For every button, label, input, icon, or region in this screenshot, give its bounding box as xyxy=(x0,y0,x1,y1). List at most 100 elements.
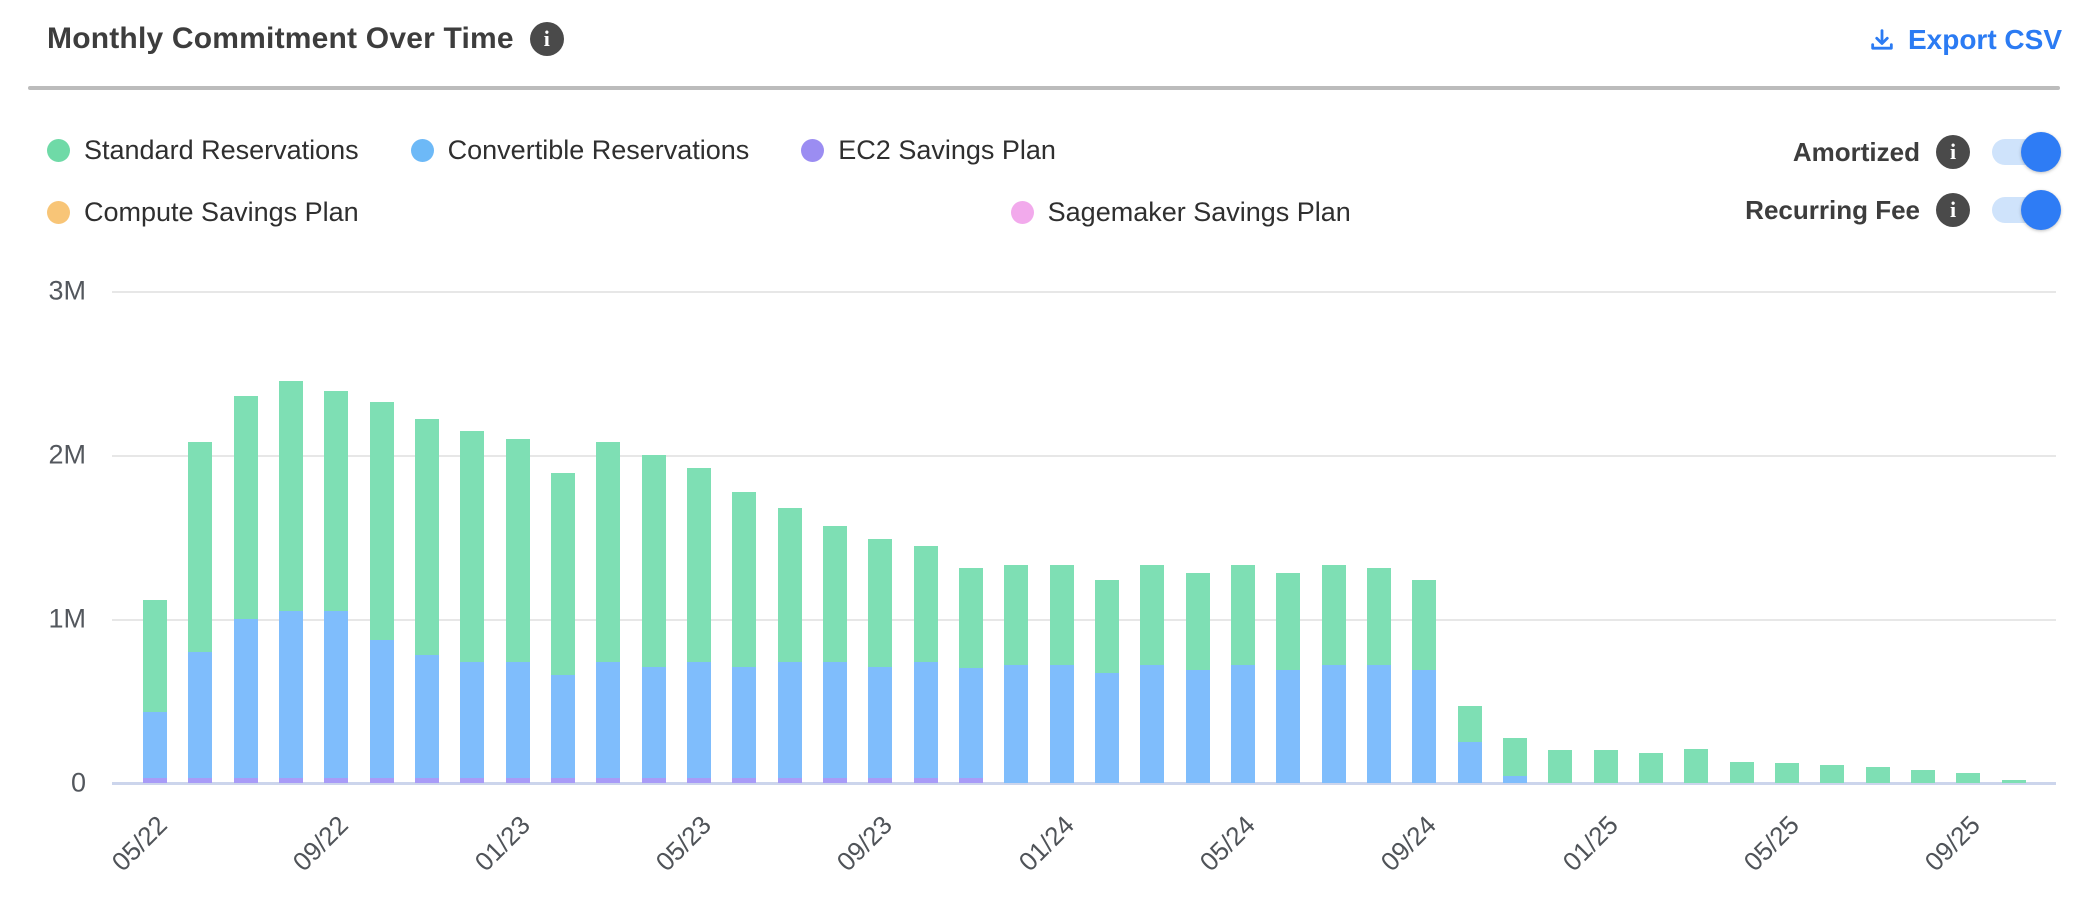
bar-07/23-ec2-savings-plan[interactable] xyxy=(778,778,802,783)
bar-08/22-standard-reservations[interactable] xyxy=(279,381,303,611)
bar-08/24-convertible-reservations[interactable] xyxy=(1367,665,1391,783)
bar-09/22-convertible-reservations[interactable] xyxy=(324,611,348,778)
bar-01/25-standard-reservations[interactable] xyxy=(1594,750,1618,783)
bar-09/24-standard-reservations[interactable] xyxy=(1412,580,1436,670)
bar-07/22-ec2-savings-plan[interactable] xyxy=(234,778,258,783)
bar-05/22-convertible-reservations[interactable] xyxy=(143,712,167,778)
bar-02/24-convertible-reservations[interactable] xyxy=(1095,673,1119,783)
bar-03/23-ec2-savings-plan[interactable] xyxy=(596,778,620,783)
bar-07/25-standard-reservations[interactable] xyxy=(1866,767,1890,783)
legend-item-sagemaker-savings-plan[interactable]: Sagemaker Savings Plan xyxy=(1010,190,1351,234)
title-info-icon[interactable]: i xyxy=(529,22,564,56)
bar-08/24-standard-reservations[interactable] xyxy=(1367,568,1391,665)
bar-10/25-standard-reservations[interactable] xyxy=(2002,780,2026,783)
bar-05/23-standard-reservations[interactable] xyxy=(687,468,711,662)
bar-10/24-standard-reservations[interactable] xyxy=(1458,706,1482,742)
bar-05/22-standard-reservations[interactable] xyxy=(143,600,167,712)
bar-02/23-standard-reservations[interactable] xyxy=(551,473,575,675)
bar-07/22-standard-reservations[interactable] xyxy=(234,396,258,619)
bar-05/24-convertible-reservations[interactable] xyxy=(1231,665,1255,783)
bar-06/23-convertible-reservations[interactable] xyxy=(732,666,756,778)
bar-09/23-convertible-reservations[interactable] xyxy=(868,666,892,778)
bar-05/24-standard-reservations[interactable] xyxy=(1231,565,1255,665)
bar-06/23-standard-reservations[interactable] xyxy=(732,492,756,667)
bar-05/23-convertible-reservations[interactable] xyxy=(687,662,711,778)
bar-05/22-ec2-savings-plan[interactable] xyxy=(143,778,167,783)
bar-07/23-standard-reservations[interactable] xyxy=(778,508,802,662)
bar-11/22-convertible-reservations[interactable] xyxy=(415,655,439,778)
bar-05/25-standard-reservations[interactable] xyxy=(1775,763,1799,783)
bar-12/22-standard-reservations[interactable] xyxy=(460,431,484,662)
bar-09/25-standard-reservations[interactable] xyxy=(1956,773,1980,783)
bar-01/23-convertible-reservations[interactable] xyxy=(506,662,530,778)
bar-10/22-ec2-savings-plan[interactable] xyxy=(370,778,394,783)
amortized-toggle[interactable] xyxy=(1992,132,2061,172)
bar-07/22-convertible-reservations[interactable] xyxy=(234,619,258,778)
bar-01/23-standard-reservations[interactable] xyxy=(506,439,530,662)
bar-06/24-standard-reservations[interactable] xyxy=(1276,573,1300,670)
bar-11/23-convertible-reservations[interactable] xyxy=(959,668,983,778)
bar-01/24-convertible-reservations[interactable] xyxy=(1050,665,1074,783)
bar-07/23-convertible-reservations[interactable] xyxy=(778,662,802,778)
legend-item-standard-reservations[interactable]: Standard Reservations xyxy=(47,128,359,172)
bar-01/24-standard-reservations[interactable] xyxy=(1050,565,1074,665)
bar-10/23-convertible-reservations[interactable] xyxy=(914,662,938,778)
legend-item-ec2-savings-plan[interactable]: EC2 Savings Plan xyxy=(801,128,1056,172)
bar-03/23-convertible-reservations[interactable] xyxy=(596,662,620,778)
bar-12/24-standard-reservations[interactable] xyxy=(1548,750,1572,783)
bar-03/23-standard-reservations[interactable] xyxy=(596,442,620,662)
bar-12/23-convertible-reservations[interactable] xyxy=(1004,665,1028,783)
bar-08/22-ec2-savings-plan[interactable] xyxy=(279,778,303,783)
bar-08/23-standard-reservations[interactable] xyxy=(823,526,847,662)
bar-01/23-ec2-savings-plan[interactable] xyxy=(506,778,530,783)
bar-06/23-ec2-savings-plan[interactable] xyxy=(732,778,756,783)
bar-02/25-standard-reservations[interactable] xyxy=(1639,753,1663,783)
bar-06/24-convertible-reservations[interactable] xyxy=(1276,670,1300,783)
bar-08/22-convertible-reservations[interactable] xyxy=(279,611,303,778)
bar-10/22-standard-reservations[interactable] xyxy=(370,402,394,640)
bar-11/22-ec2-savings-plan[interactable] xyxy=(415,778,439,783)
bar-11/23-ec2-savings-plan[interactable] xyxy=(959,778,983,783)
bar-09/23-ec2-savings-plan[interactable] xyxy=(868,778,892,783)
bar-11/24-standard-reservations[interactable] xyxy=(1503,738,1527,776)
legend-item-convertible-reservations[interactable]: Convertible Reservations xyxy=(410,128,749,172)
legend-item-compute-savings-plan[interactable]: Compute Savings Plan xyxy=(47,190,359,234)
bar-02/23-convertible-reservations[interactable] xyxy=(551,675,575,778)
bar-04/23-ec2-savings-plan[interactable] xyxy=(642,778,666,783)
export-csv-button[interactable]: Export CSV xyxy=(1868,24,2062,56)
bar-02/24-standard-reservations[interactable] xyxy=(1095,580,1119,673)
bar-08/23-convertible-reservations[interactable] xyxy=(823,662,847,778)
bar-04/23-convertible-reservations[interactable] xyxy=(642,666,666,778)
bar-06/25-standard-reservations[interactable] xyxy=(1820,765,1844,783)
bar-04/24-convertible-reservations[interactable] xyxy=(1186,670,1210,783)
bar-04/25-standard-reservations[interactable] xyxy=(1730,762,1754,783)
recurring-fee-toggle[interactable] xyxy=(1992,190,2061,230)
bar-04/24-standard-reservations[interactable] xyxy=(1186,573,1210,670)
bar-09/22-ec2-savings-plan[interactable] xyxy=(324,778,348,783)
bar-06/22-ec2-savings-plan[interactable] xyxy=(188,778,212,783)
bar-09/22-standard-reservations[interactable] xyxy=(324,391,348,611)
bar-07/24-standard-reservations[interactable] xyxy=(1322,565,1346,665)
bar-08/25-standard-reservations[interactable] xyxy=(1911,770,1935,783)
bar-10/23-standard-reservations[interactable] xyxy=(914,546,938,662)
bar-09/24-convertible-reservations[interactable] xyxy=(1412,670,1436,783)
bar-12/23-standard-reservations[interactable] xyxy=(1004,565,1028,665)
bar-09/23-standard-reservations[interactable] xyxy=(868,539,892,667)
bar-10/23-ec2-savings-plan[interactable] xyxy=(914,778,938,783)
bar-11/24-convertible-reservations[interactable] xyxy=(1503,776,1527,783)
bar-11/22-standard-reservations[interactable] xyxy=(415,419,439,655)
bar-11/23-standard-reservations[interactable] xyxy=(959,568,983,668)
bar-10/24-convertible-reservations[interactable] xyxy=(1458,742,1482,783)
bar-06/22-convertible-reservations[interactable] xyxy=(188,652,212,778)
bar-04/23-standard-reservations[interactable] xyxy=(642,455,666,667)
bar-12/22-convertible-reservations[interactable] xyxy=(460,662,484,778)
bar-03/25-standard-reservations[interactable] xyxy=(1684,749,1708,783)
bar-08/23-ec2-savings-plan[interactable] xyxy=(823,778,847,783)
bar-03/24-convertible-reservations[interactable] xyxy=(1140,665,1164,783)
bar-12/22-ec2-savings-plan[interactable] xyxy=(460,778,484,783)
bar-03/24-standard-reservations[interactable] xyxy=(1140,565,1164,665)
bar-02/23-ec2-savings-plan[interactable] xyxy=(551,778,575,783)
amortized-info-icon[interactable]: i xyxy=(1936,135,1970,169)
bar-07/24-convertible-reservations[interactable] xyxy=(1322,665,1346,783)
bar-10/22-convertible-reservations[interactable] xyxy=(370,640,394,778)
